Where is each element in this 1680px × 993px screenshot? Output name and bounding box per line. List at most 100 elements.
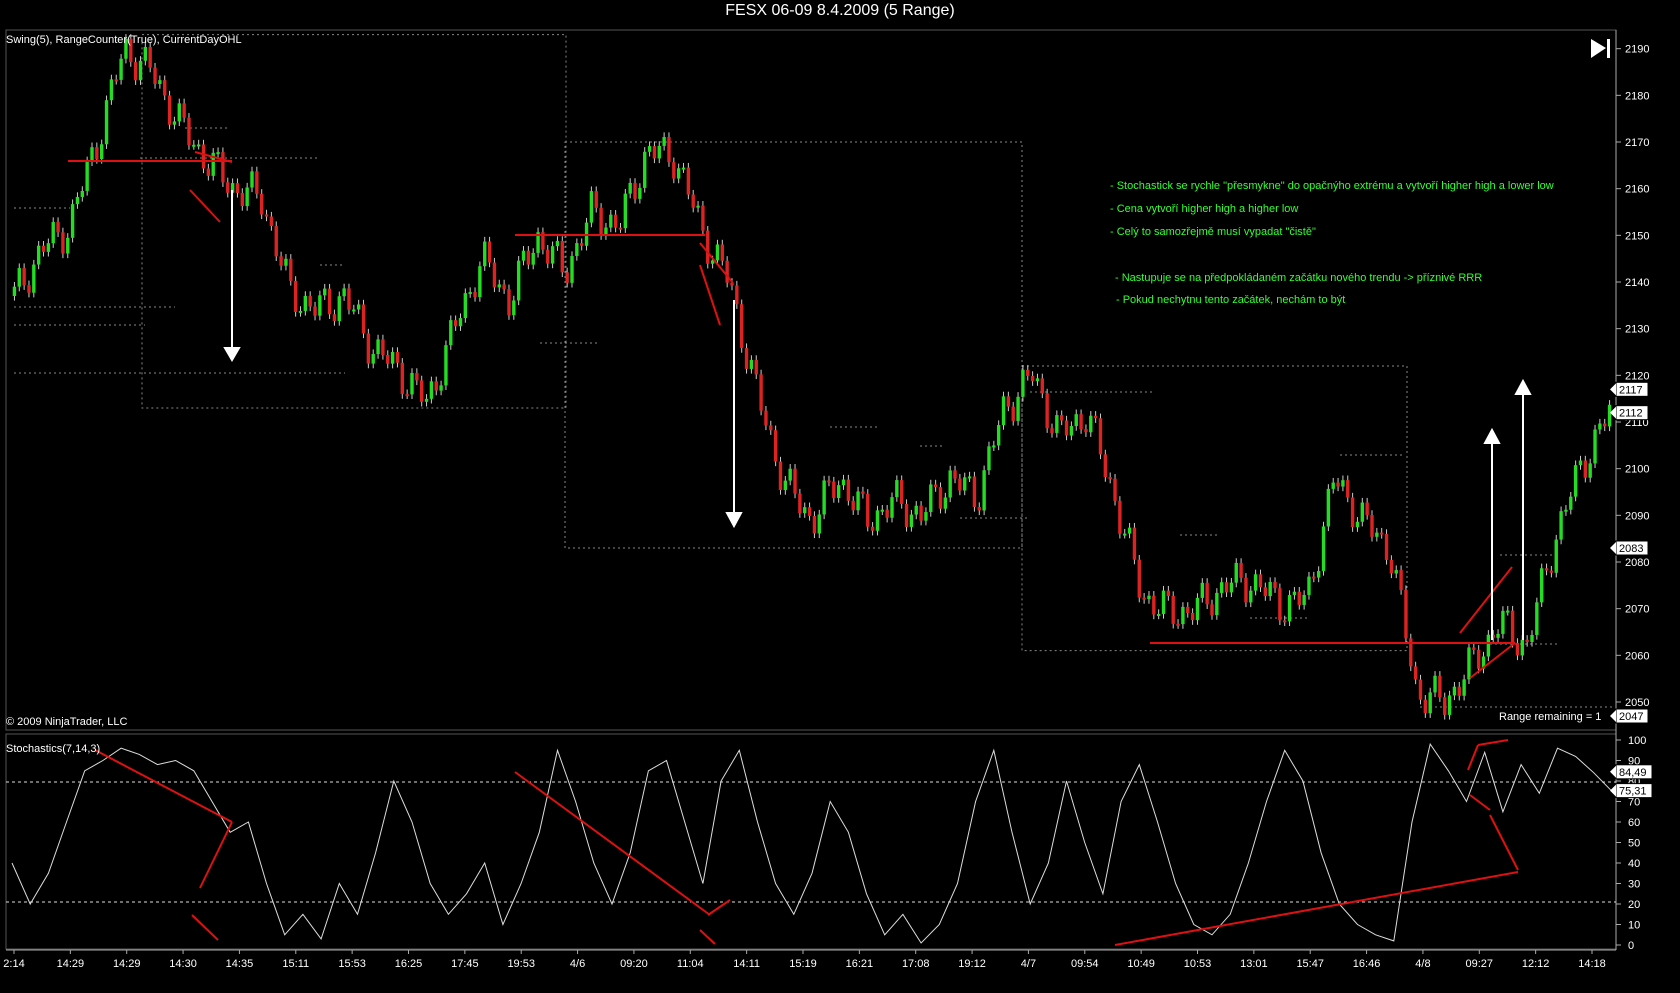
time-tick-label: 13:01: [1240, 958, 1268, 970]
candle-body: [773, 430, 778, 462]
candle-body: [589, 191, 594, 223]
stoch-tick-label: 100: [1628, 735, 1646, 747]
candle-body: [187, 117, 191, 146]
candle-body: [963, 477, 967, 491]
time-axis: 2:14 14:29 14:29 14:30 14:35 15:11 15:53 16:25 1…: [3, 950, 1606, 970]
candle-body: [706, 230, 710, 264]
candle-body: [56, 222, 60, 233]
candle-body: [870, 526, 875, 531]
candle-body: [429, 381, 434, 399]
candle-body: [812, 515, 817, 534]
candle-body: [70, 204, 75, 238]
candle-body: [1506, 610, 1510, 613]
candle-body: [206, 168, 211, 176]
candle-body: [1200, 582, 1204, 598]
candle-body: [1491, 634, 1495, 638]
candle-body: [41, 245, 46, 252]
candle-body: [138, 60, 143, 81]
candle-body: [1380, 532, 1384, 535]
candle-body: [516, 260, 521, 301]
candle-body: [1161, 590, 1166, 614]
candle-body: [565, 272, 569, 283]
price-marker-pointer: [1610, 383, 1616, 396]
candle-body: [323, 288, 327, 296]
down-arrow-1-head: [223, 347, 241, 362]
candle-body: [546, 249, 550, 264]
candle-body: [221, 152, 225, 183]
candle-body: [1064, 420, 1069, 436]
candle-body: [1535, 602, 1539, 635]
candle-body: [1210, 604, 1214, 616]
candle-body: [924, 512, 928, 521]
candle-body: [948, 470, 952, 498]
candle-body: [1341, 480, 1345, 487]
stoch-markers: 84,49 75,31: [1610, 764, 1653, 799]
candle-body: [652, 146, 657, 159]
candle-body: [473, 292, 477, 298]
candle-body: [201, 144, 206, 169]
candle-body: [623, 193, 628, 229]
candle-body: [279, 256, 283, 266]
candle-body: [1598, 423, 1602, 430]
candle-body: [1418, 679, 1423, 700]
candle-body: [1181, 606, 1185, 625]
candle-body: [1011, 406, 1015, 421]
price-tick-label: 2070: [1625, 604, 1649, 616]
candle-body: [604, 227, 608, 236]
candle-body: [381, 339, 385, 355]
candle-body: [245, 187, 249, 207]
candle-body: [1050, 428, 1054, 433]
candle-body: [90, 147, 94, 162]
candle-body: [264, 214, 269, 217]
candle-body: [1302, 594, 1306, 605]
candle-body: [1016, 396, 1020, 421]
candle-body: [914, 505, 918, 515]
candle-body: [250, 171, 254, 188]
candle-body: [1520, 639, 1524, 656]
candle-body: [502, 284, 506, 290]
skip-to-end-icon[interactable]: [1591, 39, 1610, 58]
candle-body: [216, 152, 220, 155]
candle-body: [124, 38, 128, 59]
candle-body: [497, 284, 501, 288]
price-tick-label: 2130: [1625, 324, 1649, 336]
candle-body: [1447, 695, 1452, 715]
price-marker-label: 2083: [1619, 543, 1643, 555]
candle-body: [1224, 582, 1229, 593]
candle-body: [332, 314, 337, 321]
candle-body: [531, 252, 535, 265]
price-marker-label: 2047: [1619, 711, 1643, 723]
time-tick-label: 4/6: [570, 958, 585, 970]
candle-body: [46, 243, 51, 252]
time-tick-label: 16:46: [1353, 958, 1381, 970]
candle-body: [66, 237, 70, 254]
candle-body: [1467, 647, 1471, 680]
candle-body: [114, 79, 118, 82]
candle-body: [1244, 577, 1248, 603]
candle-body: [400, 362, 404, 395]
candle-body: [298, 310, 303, 313]
candle-body: [444, 345, 448, 386]
stoch-tick-label: 50: [1628, 838, 1640, 850]
candle-body: [1118, 500, 1122, 534]
candle-body: [575, 243, 579, 257]
price-tick-label: 2050: [1625, 697, 1649, 709]
candle-body: [1404, 590, 1408, 639]
candle-body: [1423, 699, 1428, 714]
candle-body: [1142, 597, 1146, 600]
candle-body: [1127, 527, 1132, 534]
candle-body: [1113, 478, 1117, 501]
candle-body: [1544, 568, 1549, 571]
candle-body: [468, 292, 472, 295]
candle-body: [269, 216, 274, 227]
candle-body: [744, 348, 749, 369]
candle-body: [1166, 590, 1171, 597]
candle-body: [405, 394, 409, 397]
candle-body: [798, 493, 802, 514]
stoch-tick-label: 0: [1628, 940, 1634, 952]
price-tick-label: 2170: [1625, 137, 1649, 149]
candle-body: [686, 167, 691, 195]
candle-body: [1331, 482, 1335, 489]
time-tick-label: 2:14: [3, 958, 24, 970]
candle-body: [109, 79, 114, 101]
